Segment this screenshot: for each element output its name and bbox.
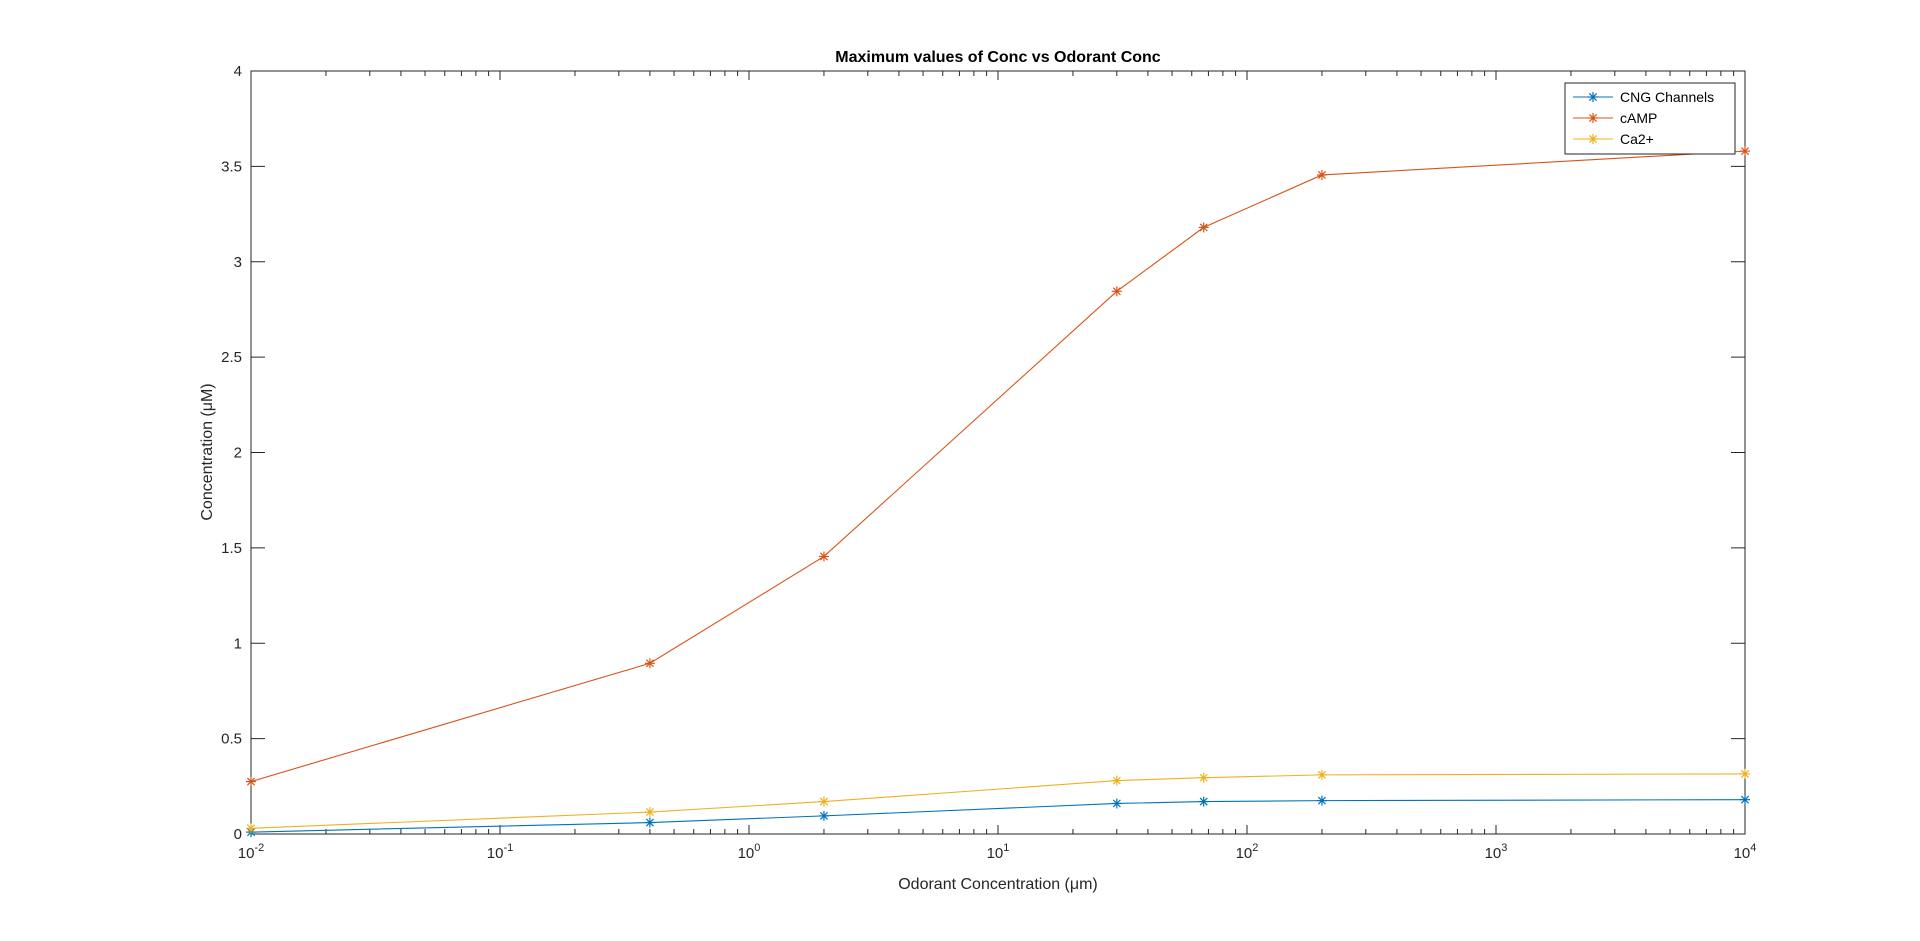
x-axis-title: Odorant Concentration (μm) <box>898 876 1098 893</box>
data-point-cng-channels <box>818 810 829 821</box>
data-point-ca2 <box>644 807 655 818</box>
data-point-cng-channels <box>1316 795 1327 806</box>
data-point-ca2 <box>1740 768 1750 779</box>
data-point-cng-channels <box>1198 796 1209 807</box>
x-tick-label: 102 <box>1236 842 1259 862</box>
data-point-camp <box>1111 286 1122 297</box>
marker-stroke <box>1588 134 1598 144</box>
marker-stroke <box>819 811 828 820</box>
marker-stroke <box>1199 797 1208 806</box>
data-point-ca2 <box>1111 775 1122 786</box>
marker-stroke <box>1112 799 1121 808</box>
x-tick-label: 10-1 <box>487 842 513 862</box>
marker-stroke <box>645 818 654 827</box>
x-tick-label: 100 <box>738 842 761 862</box>
data-point-ca2 <box>1316 769 1327 780</box>
y-tick-label: 2 <box>234 445 242 462</box>
marker-stroke <box>819 552 828 561</box>
data-point-camp <box>818 551 829 562</box>
y-tick-label: 1 <box>234 635 242 652</box>
marker-stroke <box>246 777 256 786</box>
marker-stroke <box>1317 170 1326 179</box>
legend: CNG Channels cAMP Ca2+ <box>1564 82 1736 155</box>
x-tick-label: 104 <box>1734 842 1757 862</box>
data-point-camp <box>1316 169 1327 180</box>
x-tick-label: 101 <box>987 842 1010 862</box>
y-tick-label: 3 <box>234 254 242 271</box>
marker-stroke <box>246 824 256 833</box>
plot-area: 10-2 10-1 100 101 102 103 104 0 0.5 1 1.5 2 2.5 3 3.5 4 <box>221 63 1756 862</box>
marker-stroke <box>1740 147 1750 156</box>
y-tick-label: 2.5 <box>221 349 242 366</box>
legend-label-ca2: Ca2+ <box>1620 131 1654 147</box>
data-point-camp <box>1740 146 1750 157</box>
data-point-camp <box>246 776 256 787</box>
y-tick-label: 4 <box>234 63 242 80</box>
legend-marker-camp <box>1588 113 1598 123</box>
marker-stroke <box>1740 795 1750 804</box>
marker-stroke <box>1112 287 1121 296</box>
data-point-cng-channels <box>644 817 655 828</box>
marker-stroke <box>1112 776 1121 785</box>
marker-stroke <box>645 659 654 668</box>
axes-box <box>250 70 1746 835</box>
x-tick-label: 103 <box>1485 842 1508 862</box>
legend-marker-ca2 <box>1588 134 1598 144</box>
data-point-ca2 <box>818 796 829 807</box>
y-tick-label: 1.5 <box>221 540 242 557</box>
marker-stroke <box>819 797 828 806</box>
marker-stroke <box>1588 92 1598 102</box>
data-point-cng-channels <box>1740 794 1750 805</box>
data-point-ca2 <box>1198 772 1209 783</box>
marker-stroke <box>1740 769 1750 778</box>
legend-marker-cng-channels <box>1588 92 1598 102</box>
marker-stroke <box>645 808 654 817</box>
marker-stroke <box>1317 770 1326 779</box>
y-tick-label: 0.5 <box>221 731 242 748</box>
chart-title: Maximum values of Conc vs Odorant Conc <box>835 49 1161 66</box>
marker-stroke <box>1588 113 1598 123</box>
data-point-camp <box>644 658 655 669</box>
y-tick-label: 3.5 <box>221 158 242 175</box>
data-point-ca2 <box>246 823 256 834</box>
y-axis-title: Concentration (μM) <box>199 383 216 520</box>
data-point-camp <box>1198 222 1209 233</box>
marker-stroke <box>1317 796 1326 805</box>
marker-stroke <box>1199 223 1208 232</box>
data-point-cng-channels <box>1111 798 1122 809</box>
y-tick-label: 0 <box>234 826 242 843</box>
legend-label-camp: cAMP <box>1620 110 1657 126</box>
x-tick-label: 10-2 <box>238 842 264 862</box>
legend-label-cng-channels: CNG Channels <box>1620 89 1714 105</box>
marker-stroke <box>1199 773 1208 782</box>
